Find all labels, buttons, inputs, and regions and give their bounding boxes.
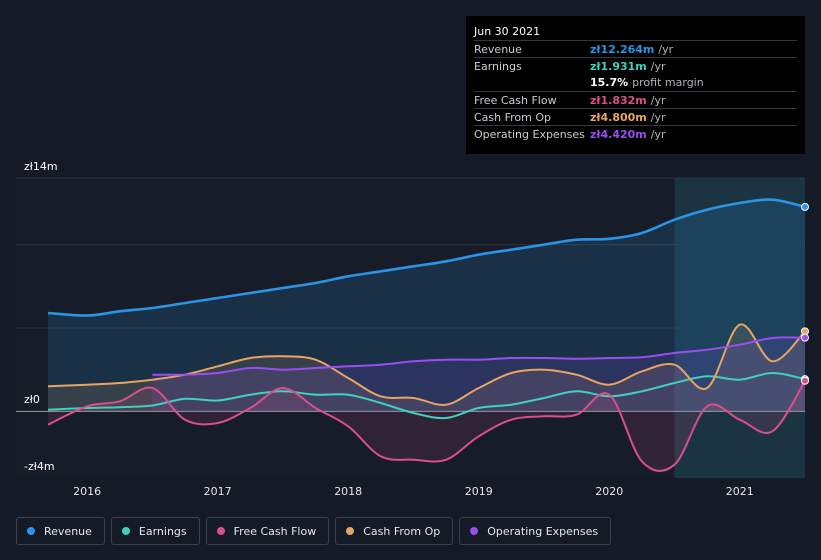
y-label-top: zł14m <box>24 160 58 173</box>
tooltip-row-unit: /yr <box>658 43 674 56</box>
tooltip-row-value: 15.7% <box>590 76 629 89</box>
earnings-line <box>47 371 806 420</box>
tooltip-row-unit: profit margin <box>632 76 704 89</box>
tooltip-row-value: zł4.420m <box>590 128 647 141</box>
tooltip-row-value: zł4.800m <box>590 111 647 124</box>
tooltip-row-value: zł1.931m <box>590 60 647 73</box>
legend-item-free-cash-flow[interactable]: Free Cash Flow <box>205 517 330 545</box>
tooltip-row-label: Earnings <box>474 60 522 73</box>
legend-item-label: Revenue <box>44 524 92 538</box>
x-tick-label: 2019 <box>465 485 493 498</box>
free-cash-flow-line <box>47 380 806 472</box>
legend-item-cash-from-op[interactable]: Cash From Op <box>335 517 454 545</box>
legend-dot-icon <box>216 527 225 535</box>
operating-expenses-area <box>152 337 805 412</box>
x-tick-label: 2021 <box>726 485 754 498</box>
revenue-line <box>47 198 806 317</box>
tooltip-row-label <box>474 74 590 91</box>
operating-expenses-line <box>152 336 806 376</box>
x-tick-label: 2020 <box>595 485 623 498</box>
y-label-bottom: -zł4m <box>24 460 55 473</box>
tooltip-row: 15.7% profit margin <box>474 74 797 91</box>
tooltip-row: Earnings zł1.931m/yr <box>474 57 797 74</box>
free-cash-flow-end-dot <box>801 376 809 385</box>
x-tick-label: 2016 <box>73 485 101 498</box>
tooltip-row-value: zł1.832m <box>590 94 647 107</box>
tooltip-row-label: Cash From Op <box>474 111 552 124</box>
x-tick-label: 2018 <box>334 485 362 498</box>
legend-item-operating-expenses[interactable]: Operating Expenses <box>459 517 612 545</box>
legend-dot-icon <box>470 527 479 535</box>
legend-dot-icon <box>121 527 130 535</box>
legend-item-label: Earnings <box>138 524 187 538</box>
tooltip-row-unit: /yr <box>650 111 666 124</box>
tooltip-row-value: zł12.264m <box>590 43 655 56</box>
tooltip-row-label: Free Cash Flow <box>474 94 557 107</box>
x-tick-label: 2017 <box>204 485 232 498</box>
chart-legend: Revenue Earnings Free Cash Flow Cash From O… <box>16 517 617 545</box>
operating-expenses-end-dot <box>801 333 809 342</box>
tooltip-row: Revenue zł12.264m/yr <box>474 40 797 57</box>
tooltip-row-unit: /yr <box>650 60 666 73</box>
tooltip-row-unit: /yr <box>650 128 666 141</box>
y-label-zero: zł0 <box>24 393 40 406</box>
legend-item-revenue[interactable]: Revenue <box>16 517 105 545</box>
legend-item-label: Cash From Op <box>363 524 441 538</box>
data-tooltip: Jun 30 2021 Revenue zł12.264m/yr Earnings z… <box>466 16 805 154</box>
cash-from-op-area <box>48 324 805 412</box>
tooltip-row-label: Operating Expenses <box>474 128 585 141</box>
tooltip-date: Jun 30 2021 <box>474 25 541 38</box>
tooltip-row: Operating Expenses zł4.420m/yr <box>474 125 797 142</box>
tooltip-row-label: Revenue <box>474 43 522 56</box>
tooltip-row: Cash From Op zł4.800m/yr <box>474 108 797 125</box>
tooltip-row: Free Cash Flow zł1.832m/yr <box>474 91 797 108</box>
legend-dot-icon <box>346 527 355 535</box>
revenue-end-dot <box>801 202 809 211</box>
legend-item-label: Operating Expenses <box>487 524 599 538</box>
legend-dot-icon <box>27 527 35 535</box>
legend-item-label: Free Cash Flow <box>233 524 317 538</box>
tooltip-row-unit: /yr <box>650 94 666 107</box>
free-cash-flow-area <box>48 380 805 471</box>
legend-item-earnings[interactable]: Earnings <box>110 517 200 545</box>
